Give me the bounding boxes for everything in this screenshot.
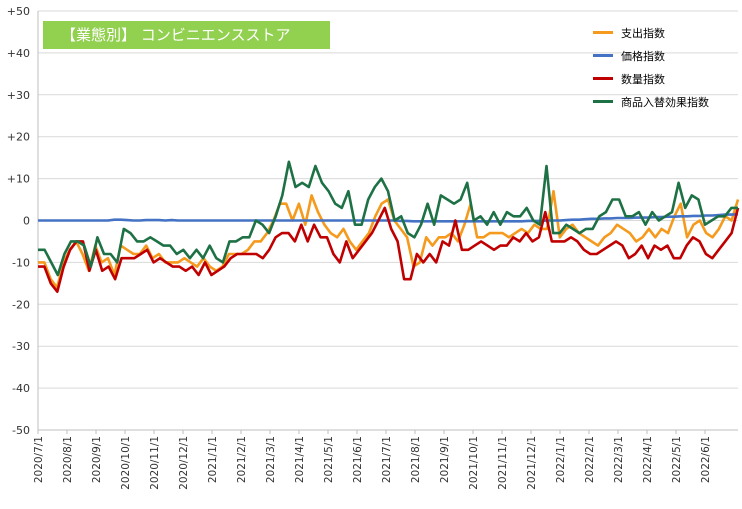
x-tick-label: 2021/9/1 [439,436,451,483]
legend-label: 数量指数 [621,72,665,86]
legend: 支出指数 価格指数 数量指数 商品入替効果指数 [593,21,709,113]
y-tick-label: +30 [7,89,30,102]
legend-item: 価格指数 [593,44,709,67]
legend-swatch [593,31,613,34]
legend-swatch [593,77,613,80]
y-tick-labels: +50 +40 +30 +20 +10 0 -10 -20 -30 -40 -50 [7,5,30,437]
legend-swatch [593,100,613,103]
x-tick-label: 2021/5/1 [323,436,335,483]
series-lines [38,160,740,294]
y-tick-label: -40 [12,382,30,395]
y-tick-label: +50 [7,5,30,18]
x-tick-label: 2021/12/1 [526,436,538,490]
legend-item: 商品入替効果指数 [593,90,709,113]
y-tick-label: -20 [12,298,30,311]
y-tick-label: +20 [7,131,30,144]
y-tick-label: 0 [23,215,30,228]
x-tick-label: 2021/3/1 [265,436,277,483]
series-line-3 [38,160,738,277]
chart-title: 【業態別】 コンビニエンスストア [43,21,330,49]
y-tick-label: -10 [12,256,30,269]
x-tick-label: 2020/11/1 [149,436,161,490]
legend-swatch [593,54,613,57]
legend-label: 支出指数 [621,26,665,40]
y-tick-label: -30 [12,340,30,353]
y-tick-label: -50 [12,424,30,437]
x-tick-label: 2021/6/1 [352,436,364,483]
x-tick-label: 2021/10/1 [468,436,480,490]
x-tick-label: 2022/4/1 [642,436,654,483]
x-tick-labels: 2020/7/1 2020/8/1 2020/9/1 2020/10/1 2020/11… [33,436,712,490]
x-tick-label: 2020/8/1 [62,436,74,483]
x-tick-label: 2021/8/1 [410,436,422,483]
x-tick-label: 2020/9/1 [91,436,103,483]
x-tick-label: 2020/10/1 [120,436,132,490]
x-tick-label: 2020/12/1 [178,436,190,490]
x-tick-label: 2022/5/1 [671,436,683,483]
legend-label: 価格指数 [621,49,665,63]
y-tick-label: +10 [7,173,30,186]
x-tick-label: 2022/1/1 [555,436,567,483]
x-tick-label: 2022/3/1 [613,436,625,483]
legend-label: 商品入替効果指数 [621,95,709,109]
x-tick-label: 2021/7/1 [381,436,393,483]
x-tick-label: 2021/11/1 [497,436,509,490]
series-line-2 [38,206,740,294]
x-tick-label: 2020/7/1 [33,436,45,483]
legend-item: 数量指数 [593,67,709,90]
y-tick-label: +40 [7,47,30,60]
x-tick-label: 2021/2/1 [236,436,248,483]
legend-item: 支出指数 [593,21,709,44]
x-tick-label: 2022/2/1 [584,436,596,483]
series-line-0 [38,189,740,289]
x-tick-label: 2021/1/1 [207,436,219,483]
x-tick-label: 2022/6/1 [700,436,712,483]
x-tick-label: 2021/4/1 [294,436,306,483]
